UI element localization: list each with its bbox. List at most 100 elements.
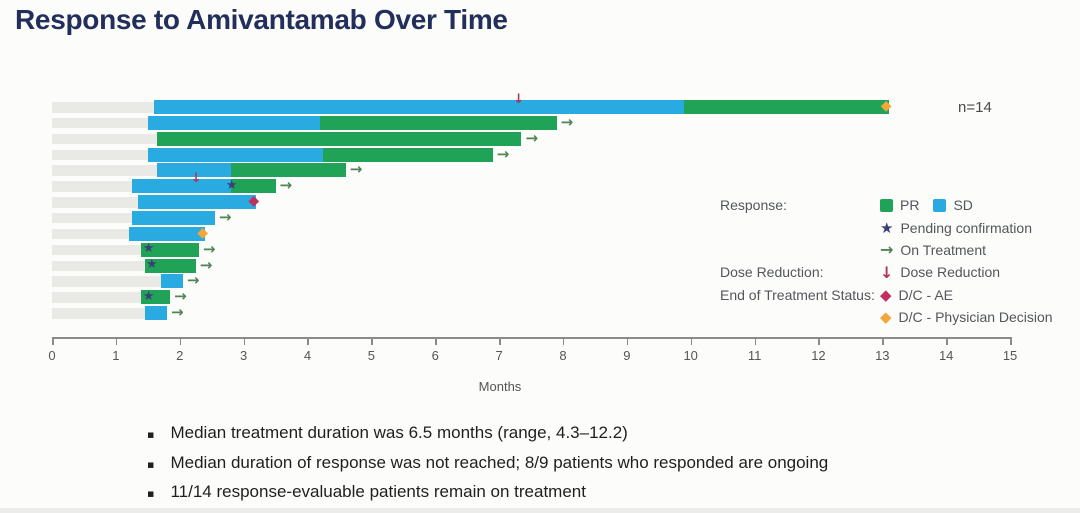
axis-tick: [371, 337, 373, 345]
legend-group-label: Response:: [720, 197, 787, 214]
dc-physician-diamond-icon: ◆: [880, 98, 892, 114]
legend-item-label: Dose Reduction: [900, 264, 1001, 281]
axis-tick: [626, 337, 629, 345]
on-treatment-arrow-icon: →: [349, 160, 363, 179]
bullet-icon: ▪: [147, 457, 155, 471]
axis-tick: [243, 337, 246, 345]
axis-tick: [1010, 337, 1012, 345]
pending-star-icon: ★: [880, 218, 894, 237]
on-treatment-arrow-icon: →: [218, 207, 232, 226]
bullet-item: ▪ 11/14 response-evaluable patients rema…: [147, 482, 828, 512]
axis-tick-label: 14: [938, 348, 954, 363]
dc-ae-diamond-icon: ◆: [880, 285, 892, 304]
bar-segment-sd: [131, 179, 231, 194]
bar-segment-pr: [157, 131, 522, 146]
bullet-item: ▪ Median duration of response was not re…: [147, 453, 828, 483]
on-treatment-arrow-icon: →: [525, 128, 539, 147]
axis-tick: [307, 337, 309, 345]
pre-response-track: [52, 308, 145, 319]
bar-segment-sd: [131, 210, 215, 225]
on-treatment-arrow-icon: →: [174, 287, 187, 306]
on-treatment-arrow-icon: →: [186, 271, 200, 290]
axis-tick-label: 15: [1002, 348, 1018, 363]
bar-segment-sd: [157, 163, 231, 178]
on-treatment-arrow-icon: →: [560, 112, 574, 131]
bar-segment-pr: [141, 242, 199, 257]
axis-tick-label: 5: [367, 348, 375, 363]
legend-item: ◆ D/C - Physician Decision: [880, 308, 1053, 326]
legend-items: ◆ D/C - AE: [880, 286, 953, 304]
axis-tick: [115, 337, 118, 345]
legend-item: SD: [933, 197, 973, 214]
legend-row: Response: PR SD: [720, 194, 1075, 216]
legend-item-label: On Treatment: [900, 241, 986, 258]
dc-physician-diamond-icon: ◆: [197, 224, 209, 241]
axis-tick-label: 0: [48, 348, 56, 363]
bar-segment-sd: [144, 306, 167, 321]
axis-tick: [818, 337, 820, 345]
bar-segment-pr: [323, 147, 493, 162]
bar-segment-pr: [144, 258, 196, 273]
bullet-text: Median duration of response was not reac…: [170, 452, 829, 472]
legend-row: Dose Reduction: ↓ Dose Reduction: [720, 261, 1075, 283]
legend-items: ↓ Dose Reduction: [880, 263, 1000, 282]
pre-response-track: [52, 197, 139, 208]
pending-confirmation-star-icon: ★: [225, 177, 238, 193]
pre-response-track: [52, 165, 158, 176]
axis-tick-label: 6: [431, 348, 439, 363]
dose-reduction-arrow-icon: ↓: [190, 171, 202, 187]
on-treatment-arrow-icon: →: [170, 303, 184, 322]
axis-tick: [435, 337, 437, 345]
dc-ae-diamond-icon: ◆: [248, 193, 260, 210]
bullet-item: ▪ Median treatment duration was 6.5 mont…: [147, 423, 828, 453]
bottom-edge-divider: [0, 508, 1080, 513]
axis-tick-label: 12: [811, 348, 826, 363]
bullet-text: Median treatment duration was 6.5 months…: [170, 423, 628, 442]
pre-response-track: [52, 260, 145, 271]
bar-segment-sd: [138, 195, 257, 210]
x-axis-line: [52, 337, 1011, 339]
bar-segment-pr: [230, 163, 346, 178]
pre-response-track: [52, 228, 129, 240]
legend-items: ◆ D/C - Physician Decision: [880, 308, 1053, 326]
pending-confirmation-star-icon: ★: [145, 257, 158, 272]
dose-reduction-arrow-icon: ↓: [513, 92, 525, 107]
pre-response-track: [52, 102, 155, 113]
bar-segment-sd: [154, 100, 685, 114]
legend-row: End of Treatment Status: ◆ D/C - AE: [720, 284, 1075, 306]
page-title: Response to Amivantamab Over Time: [15, 4, 508, 35]
pre-response-track: [52, 276, 161, 287]
n-count-label: n=14: [958, 99, 992, 116]
axis-tick: [946, 337, 948, 345]
legend-item: ★ Pending confirmation: [880, 219, 1032, 237]
summary-bullets: ▪ Median treatment duration was 6.5 mont…: [147, 423, 828, 512]
legend-item-label: Pending confirmation: [900, 219, 1032, 236]
bullet-text: 11/14 response-evaluable patients remain…: [170, 482, 586, 501]
sd-swatch-icon: [933, 198, 947, 212]
axis-tick: [882, 337, 884, 345]
pre-response-track: [52, 212, 132, 224]
pending-confirmation-star-icon: ★: [142, 288, 155, 304]
axis-tick-label: 4: [303, 348, 312, 363]
legend-items: → On Treatment: [880, 240, 986, 259]
on-treatment-arrow-icon: →: [496, 144, 510, 163]
pre-response-track: [52, 244, 142, 256]
bullet-icon: ▪: [147, 487, 155, 500]
legend-row: ★ Pending confirmation: [720, 216, 1075, 238]
chart-legend: Response: PR SD ★ Pending confirmation → On Tr…: [720, 194, 1075, 328]
on-treatment-arrow-icon: →: [199, 255, 213, 274]
legend-item: PR: [880, 197, 919, 213]
legend-item: → On Treatment: [880, 240, 986, 259]
axis-tick: [499, 337, 501, 345]
legend-item: ◆ D/C - AE: [880, 286, 953, 304]
legend-item-label: PR: [900, 197, 920, 214]
dc-physician-diamond-icon: ◆: [880, 308, 892, 327]
x-axis-title: Months: [478, 379, 522, 394]
pre-response-track: [52, 181, 132, 192]
on-treatment-arrow-icon: →: [279, 176, 293, 195]
legend-item-label: SD: [953, 197, 973, 214]
bar-segment-sd: [160, 274, 183, 289]
axis-tick: [562, 337, 565, 345]
